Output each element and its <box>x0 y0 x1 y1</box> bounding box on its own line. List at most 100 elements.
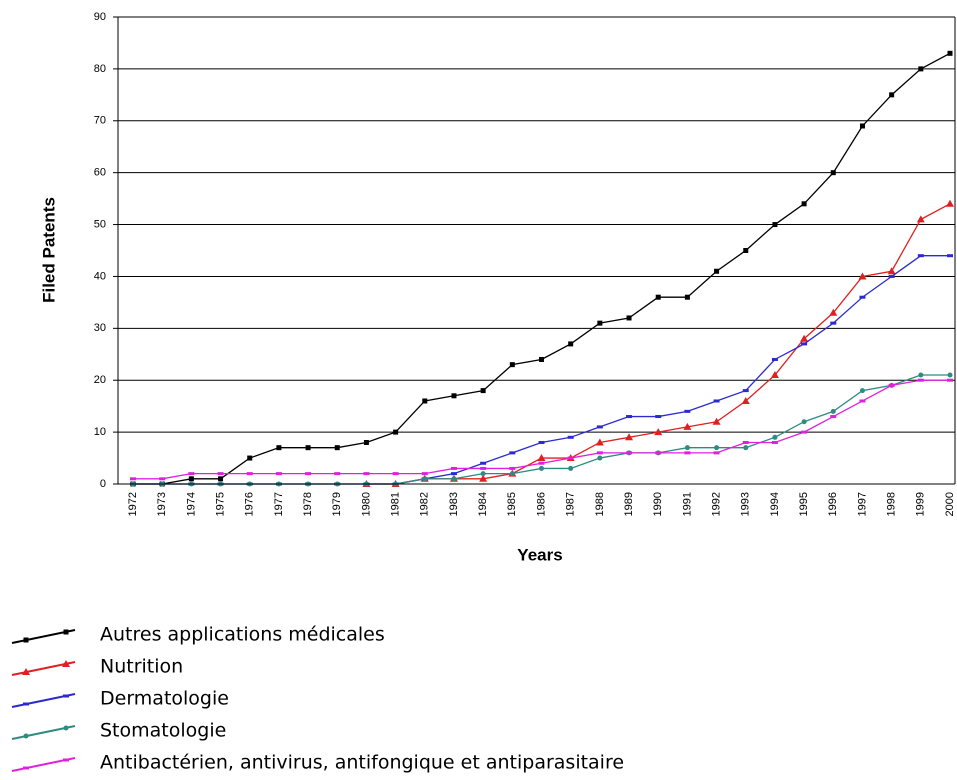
marker <box>539 465 544 471</box>
legend-label: Dermatologie <box>100 688 229 710</box>
marker <box>567 435 574 439</box>
x-tick-label: 1973 <box>156 492 168 516</box>
marker <box>626 415 633 419</box>
marker <box>568 341 574 347</box>
x-tick-label: 1995 <box>798 492 810 516</box>
marker <box>626 451 633 455</box>
x-tick-label: 1984 <box>477 492 489 516</box>
marker <box>916 215 925 223</box>
marker <box>538 440 545 444</box>
marker <box>946 199 954 207</box>
marker <box>567 456 574 460</box>
marker <box>275 472 282 476</box>
marker <box>743 248 749 253</box>
x-tick-label: 1994 <box>769 492 781 516</box>
marker <box>741 396 750 404</box>
marker <box>947 254 953 258</box>
marker <box>830 321 837 325</box>
marker <box>450 466 457 470</box>
marker <box>392 472 399 476</box>
marker <box>801 201 807 207</box>
x-tick-label: 1977 <box>273 492 285 516</box>
marker <box>247 455 253 461</box>
marker <box>859 295 866 299</box>
marker <box>684 294 690 300</box>
marker <box>770 371 779 379</box>
y-tick-label: 80 <box>94 63 106 75</box>
marker <box>626 315 632 321</box>
x-tick-label: 1987 <box>565 492 577 516</box>
x-tick-label: 1976 <box>244 492 256 516</box>
series-line <box>133 255 950 485</box>
legend-label: Nutrition <box>100 656 183 678</box>
marker <box>23 766 29 770</box>
marker <box>597 320 603 326</box>
marker <box>450 472 457 476</box>
x-tick-label: 1996 <box>827 492 839 516</box>
marker <box>859 123 865 129</box>
marker <box>830 415 837 419</box>
marker <box>130 477 136 481</box>
marker <box>714 445 720 451</box>
x-tick-label: 1982 <box>419 492 431 516</box>
marker <box>422 398 428 404</box>
marker <box>713 451 720 455</box>
marker <box>801 430 808 434</box>
x-tick-label: 1983 <box>448 492 460 516</box>
marker <box>714 268 720 274</box>
x-tick-label: 1990 <box>652 492 664 516</box>
marker <box>596 451 603 455</box>
x-tick-label: 1999 <box>915 492 927 516</box>
x-tick-label: 1998 <box>886 492 898 516</box>
x-tick-label: 2000 <box>944 492 956 516</box>
marker <box>23 733 29 739</box>
x-tick-label: 1991 <box>681 492 693 516</box>
marker <box>888 274 895 278</box>
marker <box>595 438 604 446</box>
x-tick-label: 1975 <box>214 492 226 516</box>
y-tick-label: 50 <box>94 218 106 230</box>
marker <box>188 472 195 476</box>
marker <box>742 389 749 393</box>
x-tick-label: 1988 <box>594 492 606 516</box>
marker <box>888 383 895 387</box>
x-axis-title: Years <box>517 545 562 564</box>
marker <box>858 272 867 280</box>
x-tick-label: 1979 <box>331 492 343 516</box>
x-tick-label: 1993 <box>740 492 752 516</box>
marker <box>771 440 778 444</box>
marker <box>63 629 69 635</box>
marker <box>305 445 311 451</box>
x-tick-label: 1992 <box>710 492 722 516</box>
marker <box>334 472 341 476</box>
marker <box>480 471 486 477</box>
marker <box>217 472 224 476</box>
marker <box>801 419 807 425</box>
legend-label: Antibactérien, antivirus, antifongique e… <box>100 752 624 774</box>
marker <box>246 472 253 476</box>
marker <box>509 466 516 470</box>
y-axis-title: Filed Patents <box>39 197 58 303</box>
marker <box>683 422 692 430</box>
marker <box>63 694 69 698</box>
marker <box>538 461 545 465</box>
marker <box>393 429 399 435</box>
marker <box>421 472 428 476</box>
marker <box>480 388 486 394</box>
marker <box>684 445 690 451</box>
marker <box>451 393 457 399</box>
marker <box>742 440 749 444</box>
marker <box>655 415 662 419</box>
marker <box>830 408 836 414</box>
marker <box>625 433 634 441</box>
marker <box>509 451 516 455</box>
marker <box>684 451 691 455</box>
marker <box>479 474 488 482</box>
x-tick-label: 1972 <box>127 492 139 516</box>
marker <box>363 439 369 445</box>
x-tick-label: 1980 <box>360 492 372 516</box>
marker <box>568 465 574 471</box>
x-tick-label: 1997 <box>856 492 868 516</box>
marker <box>859 388 865 394</box>
marker <box>801 342 808 346</box>
